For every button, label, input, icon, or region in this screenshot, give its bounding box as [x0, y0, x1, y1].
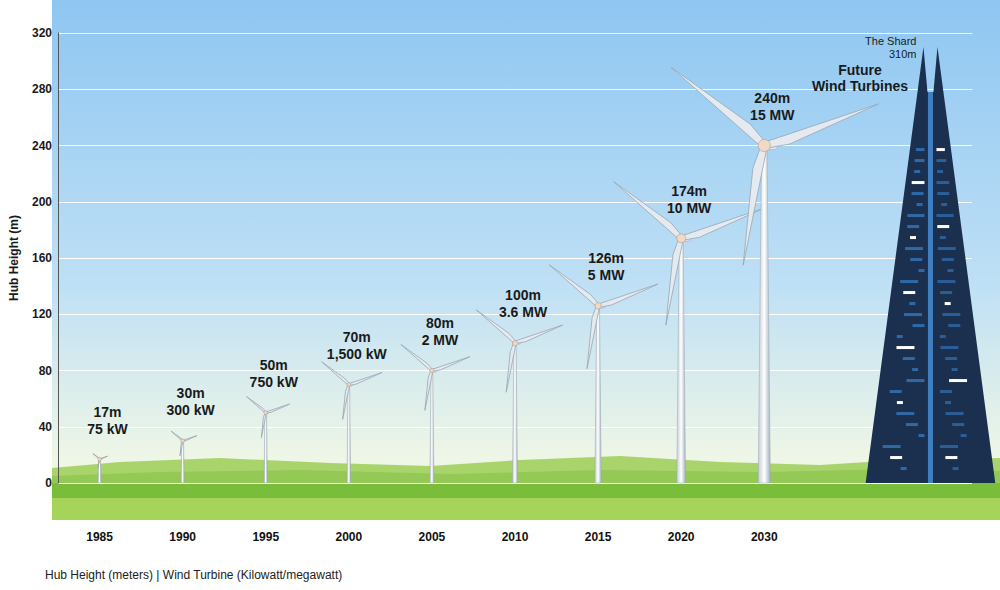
svg-text:120: 120	[32, 307, 52, 321]
svg-text:300 kW: 300 kW	[167, 402, 216, 418]
svg-text:750 kW: 750 kW	[250, 374, 299, 390]
svg-text:240m: 240m	[754, 90, 790, 106]
svg-text:1985: 1985	[86, 530, 113, 544]
svg-text:17m: 17m	[94, 404, 122, 420]
svg-text:2020: 2020	[668, 530, 695, 544]
svg-text:280: 280	[32, 82, 52, 96]
svg-text:5 MW: 5 MW	[588, 267, 625, 283]
svg-text:174m: 174m	[671, 183, 707, 199]
svg-text:Wind Turbines: Wind Turbines	[812, 78, 908, 94]
svg-text:2000: 2000	[335, 530, 362, 544]
svg-text:1990: 1990	[169, 530, 196, 544]
svg-text:2030: 2030	[751, 530, 778, 544]
svg-text:80m: 80m	[426, 315, 454, 331]
svg-text:2 MW: 2 MW	[422, 332, 459, 348]
svg-text:126m: 126m	[588, 250, 624, 266]
svg-text:30m: 30m	[177, 385, 205, 401]
svg-text:1,500 kW: 1,500 kW	[327, 346, 388, 362]
svg-text:2015: 2015	[585, 530, 612, 544]
svg-text:80: 80	[39, 364, 53, 378]
svg-text:Future: Future	[838, 62, 882, 78]
svg-text:160: 160	[32, 251, 52, 265]
svg-text:1995: 1995	[252, 530, 279, 544]
svg-text:320: 320	[32, 26, 52, 40]
svg-text:The Shard: The Shard	[865, 35, 916, 47]
svg-text:240: 240	[32, 139, 52, 153]
svg-text:2010: 2010	[502, 530, 529, 544]
svg-text:2005: 2005	[419, 530, 446, 544]
svg-text:10 MW: 10 MW	[667, 200, 712, 216]
svg-text:310m: 310m	[889, 48, 917, 60]
svg-text:Hub Height (meters) | Wind Tur: Hub Height (meters) | Wind Turbine (Kilo…	[45, 568, 342, 582]
svg-text:15 MW: 15 MW	[750, 107, 795, 123]
svg-text:50m: 50m	[260, 357, 288, 373]
svg-text:75 kW: 75 kW	[87, 421, 128, 437]
svg-text:3.6 MW: 3.6 MW	[499, 304, 548, 320]
svg-text:Hub Height (m): Hub Height (m)	[7, 215, 21, 301]
svg-text:40: 40	[39, 420, 53, 434]
svg-text:70m: 70m	[343, 329, 371, 345]
svg-text:100m: 100m	[505, 287, 541, 303]
svg-text:200: 200	[32, 195, 52, 209]
svg-text:0: 0	[45, 476, 52, 490]
